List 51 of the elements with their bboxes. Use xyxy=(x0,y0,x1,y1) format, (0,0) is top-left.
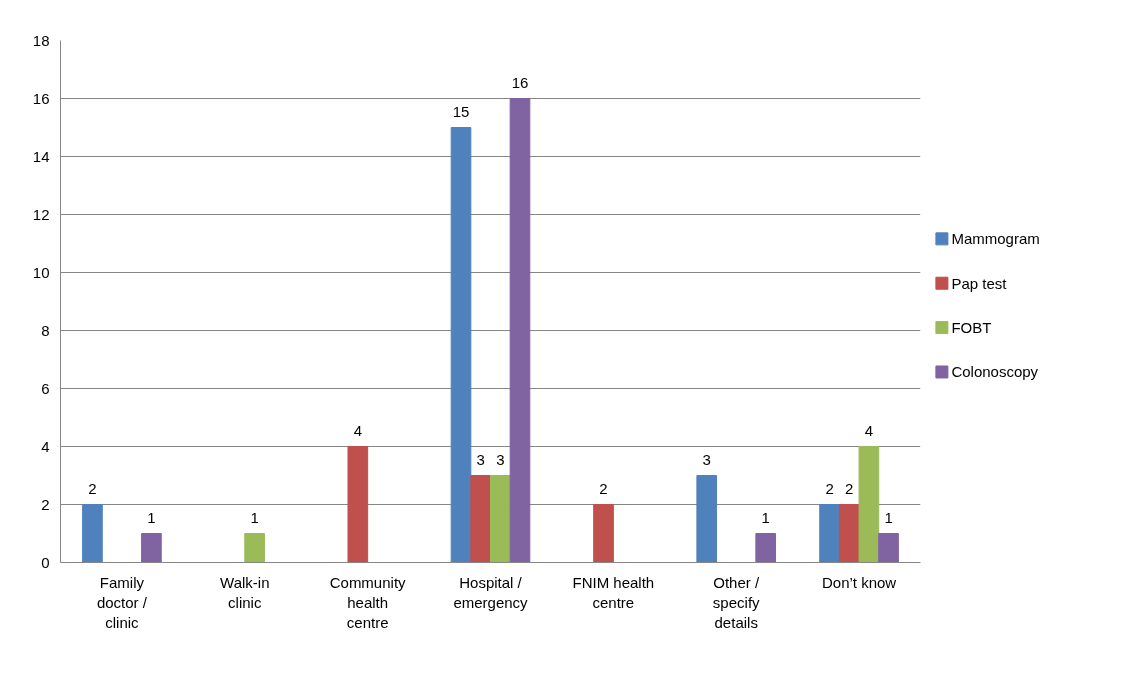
bar xyxy=(490,475,511,563)
x-tick-label: FNIM health centre xyxy=(572,573,655,611)
bar xyxy=(244,533,265,563)
data-label: 4 xyxy=(353,422,362,440)
y-tick-label: 18 xyxy=(32,31,50,49)
y-tick-label: 8 xyxy=(41,321,50,339)
data-label: 1 xyxy=(250,509,259,527)
data-label: 1 xyxy=(884,509,893,527)
y-tick-label: 0 xyxy=(41,553,50,571)
legend-label: Mammogram xyxy=(951,230,1040,248)
data-label: 2 xyxy=(825,480,834,498)
data-label: 1 xyxy=(147,509,156,527)
data-label: 3 xyxy=(476,451,485,469)
x-tick-label: Family doctor / clinic xyxy=(96,573,148,632)
data-label: 16 xyxy=(511,74,529,92)
bar xyxy=(470,475,491,563)
x-tick-label: Community health centre xyxy=(329,573,407,632)
y-tick-label: 2 xyxy=(41,495,50,513)
x-tick-label: Don’t know xyxy=(821,573,897,591)
y-tick-label: 12 xyxy=(32,205,50,223)
data-label: 3 xyxy=(496,451,505,469)
legend-label: Colonoscopy xyxy=(951,363,1039,381)
bar xyxy=(593,504,614,563)
legend-label: Pap test xyxy=(951,274,1008,292)
bar xyxy=(696,475,718,563)
y-tick-label: 4 xyxy=(41,437,50,455)
data-label: 3 xyxy=(702,451,711,469)
y-tick-label: 10 xyxy=(32,263,50,281)
bar xyxy=(141,533,162,563)
bar xyxy=(819,504,840,563)
data-label: 1 xyxy=(761,509,770,527)
data-label: 4 xyxy=(864,422,874,440)
bar xyxy=(82,504,103,563)
y-tick-label: 6 xyxy=(41,379,50,397)
bar xyxy=(347,446,369,563)
x-tick-label: Hospital / emergency xyxy=(453,573,529,611)
data-label: 2 xyxy=(845,480,854,498)
bar xyxy=(878,533,899,563)
bar xyxy=(450,127,472,563)
y-tick-label: 16 xyxy=(32,89,50,107)
data-label: 15 xyxy=(452,103,470,121)
data-label: 2 xyxy=(599,480,608,498)
x-tick-label: Other / specify details xyxy=(712,573,761,632)
y-tick-label: 14 xyxy=(32,147,50,165)
x-tick-label: Walk-in clinic xyxy=(220,573,270,611)
bar xyxy=(509,98,531,563)
bar xyxy=(858,446,880,563)
data-label: 2 xyxy=(88,480,97,498)
bar xyxy=(838,504,860,563)
legend-label: FOBT xyxy=(951,319,992,337)
bar xyxy=(755,533,777,563)
